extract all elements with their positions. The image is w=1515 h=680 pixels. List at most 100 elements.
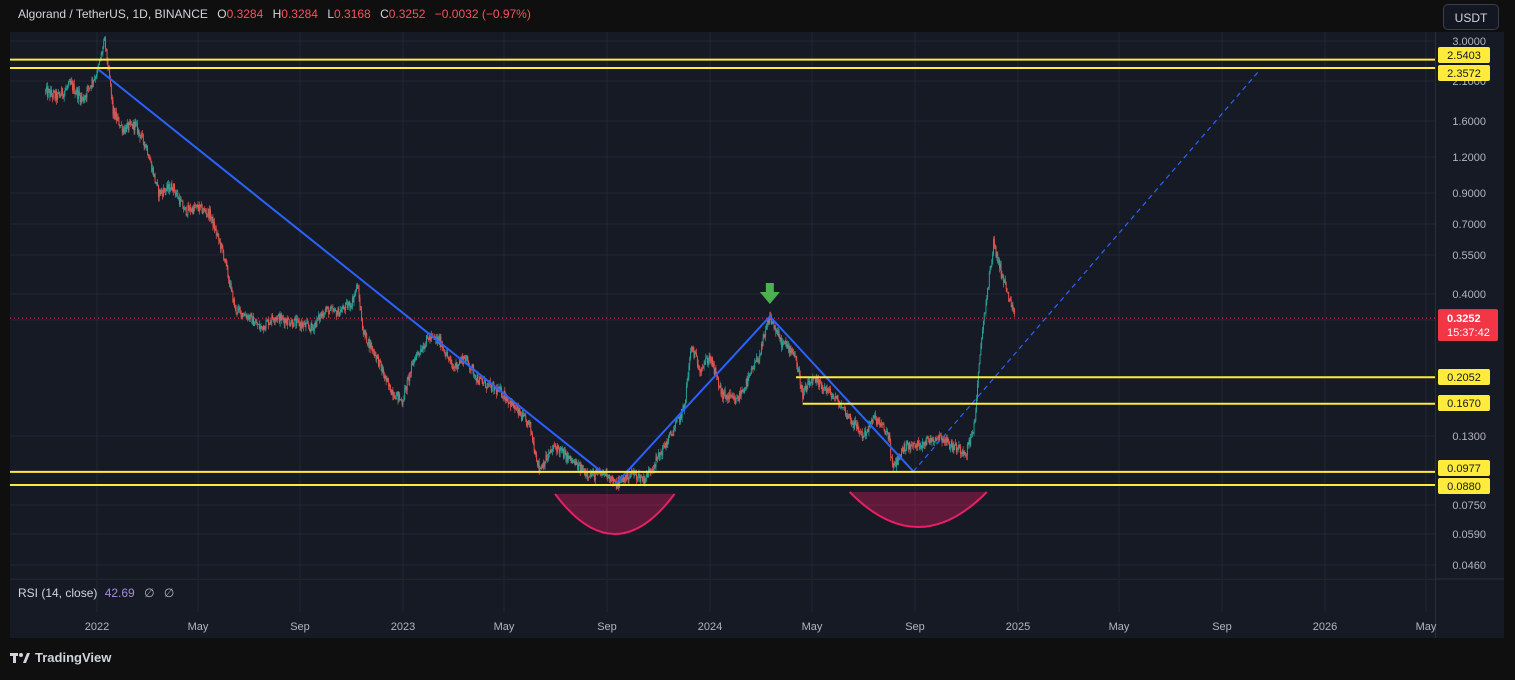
candle-body	[231, 287, 233, 291]
candle-body	[244, 314, 246, 316]
candle-body	[857, 424, 859, 431]
level-price-tag-text: 2.3572	[1447, 68, 1481, 80]
candle-body	[175, 193, 177, 195]
candle-body	[205, 212, 207, 215]
symbol-title[interactable]: Algorand / TetherUS, 1D, BINANCE	[18, 7, 208, 21]
candle-body	[189, 206, 191, 211]
open-value: 0.3284	[226, 7, 264, 21]
candle-body	[698, 368, 700, 371]
candle-body	[83, 98, 85, 102]
candle-body	[680, 413, 681, 422]
candle-body	[269, 321, 271, 323]
candle-body	[446, 351, 448, 356]
candle-body	[925, 441, 927, 445]
candle-body	[793, 353, 795, 355]
level-price-tag	[1438, 65, 1490, 81]
candle-body	[250, 314, 252, 316]
candle-body	[1014, 310, 1016, 314]
low-label: L	[327, 7, 335, 21]
candle-body	[636, 478, 638, 480]
candle-body	[523, 414, 525, 417]
candle-body	[572, 459, 574, 463]
price-tick-label: 0.0750	[1452, 500, 1486, 512]
candle-body	[334, 308, 336, 311]
candle-body	[213, 221, 215, 228]
candle-body	[443, 348, 445, 352]
candle-body	[882, 424, 884, 425]
candle-body	[721, 389, 723, 395]
candle-body	[574, 460, 576, 465]
candle-body	[137, 129, 139, 134]
candle-body	[344, 308, 346, 311]
candle-body	[102, 47, 104, 54]
candle-body	[834, 395, 836, 399]
candle-body	[891, 457, 893, 459]
candle-body	[219, 240, 221, 242]
candle-body	[484, 380, 486, 383]
candle-body	[918, 443, 920, 447]
candle-body	[774, 328, 776, 330]
candle-body	[128, 122, 130, 131]
candle-body	[785, 340, 787, 346]
candle-body	[952, 445, 954, 450]
candle-body	[366, 332, 368, 344]
candle-body	[184, 207, 185, 211]
candle-body	[743, 391, 745, 393]
candle-body	[865, 430, 867, 436]
candle-body	[669, 433, 670, 437]
candle-body	[296, 318, 298, 326]
candle-body	[115, 111, 117, 121]
candle-body	[381, 366, 383, 373]
currency-button[interactable]: USDT	[1443, 4, 1499, 30]
candle-body	[966, 455, 967, 457]
candle-body	[612, 478, 614, 483]
tradingview-brand[interactable]: TradingView	[10, 650, 111, 665]
candle-body	[707, 361, 709, 365]
candle-body	[886, 430, 887, 432]
candle-body	[979, 355, 981, 364]
candle-body	[563, 450, 565, 458]
candle-body	[474, 374, 475, 376]
candle-body	[999, 263, 1001, 269]
candle-body	[297, 319, 299, 321]
candle-body	[678, 417, 680, 418]
close-label: C	[380, 7, 389, 21]
candle-body	[755, 362, 756, 363]
candle-body	[411, 363, 413, 365]
candle-body	[98, 64, 100, 68]
candle-body	[906, 441, 908, 451]
candle-body	[655, 456, 657, 467]
candle-body	[485, 380, 486, 388]
candle-body	[712, 362, 714, 367]
rsi-legend[interactable]: RSI (14, close) 42.69 ∅ ∅	[18, 586, 174, 600]
candle-body	[883, 424, 885, 431]
candle-body	[521, 412, 523, 421]
candle-body	[773, 322, 775, 329]
candle-body	[855, 420, 856, 425]
candle-body	[917, 440, 918, 448]
candle-body	[454, 367, 456, 368]
candle-body	[978, 363, 980, 373]
candle-body	[787, 344, 789, 349]
candle-body	[690, 346, 692, 352]
rsi-name[interactable]: RSI (14, close)	[18, 586, 98, 600]
candle-body	[233, 299, 235, 303]
candle-body	[674, 427, 675, 430]
candle-body	[790, 346, 792, 353]
candle-body	[142, 134, 144, 142]
candle-body	[577, 463, 579, 471]
symbol-legend[interactable]: Algorand / TetherUS, 1D, BINANCE O0.3284…	[18, 7, 531, 21]
candle-body	[349, 302, 351, 308]
candle-body	[285, 319, 287, 323]
candle-body	[209, 209, 211, 219]
candle-body	[217, 233, 219, 235]
candle-body	[651, 469, 653, 473]
candle-body	[609, 478, 611, 482]
candle-body	[376, 355, 378, 360]
candle-body	[84, 96, 86, 99]
candle-body	[679, 417, 681, 422]
candle-body	[728, 393, 730, 400]
candle-body	[960, 446, 962, 454]
candle-body	[996, 253, 998, 257]
